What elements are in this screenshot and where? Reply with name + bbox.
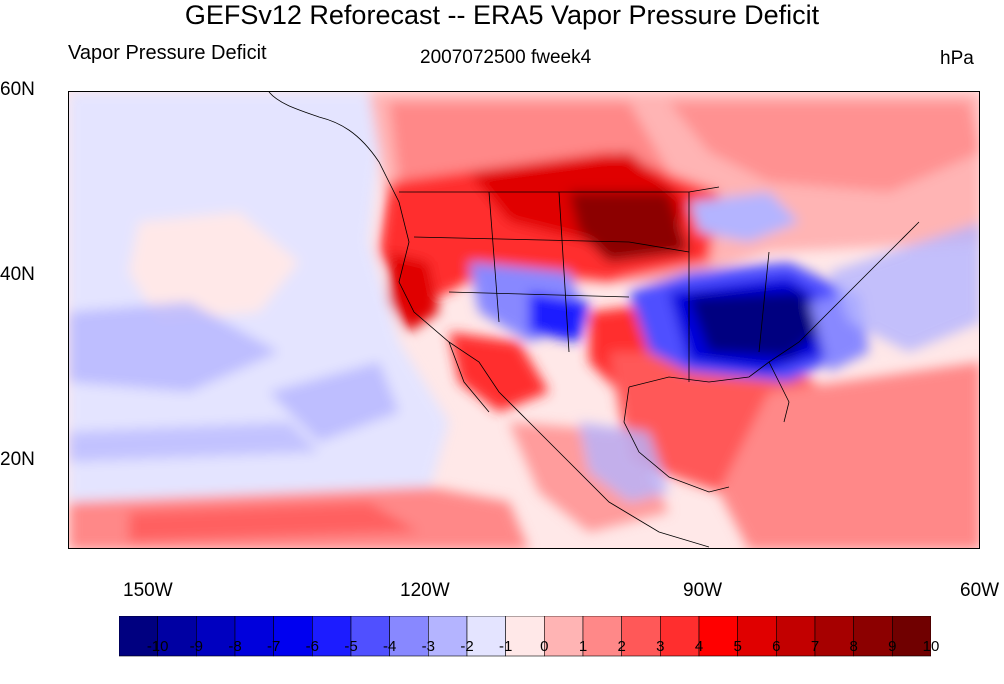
vpd-difference-map [69, 92, 979, 548]
colorbar-tick-label: 1 [578, 638, 588, 655]
colorbar-swatch [389, 616, 429, 657]
lon-label-60w: 60W [960, 580, 1000, 601]
colorbar-tick-label: 10 [922, 638, 940, 655]
lon-label-150w: 150W [123, 580, 173, 601]
colorbar-swatch [234, 616, 274, 657]
colorbar-tick-label: -1 [498, 638, 513, 655]
colorbar-swatch [892, 616, 931, 657]
colorbar-tick-label: 6 [772, 638, 781, 655]
colorbar-tick-label: 4 [694, 638, 704, 655]
colorbar-swatch [350, 616, 390, 657]
colorbar-swatch [814, 616, 854, 657]
colorbar-tick-label: -3 [421, 638, 435, 655]
lat-label-20n: 20N [0, 449, 35, 470]
colorbar-tick-label: -6 [305, 638, 319, 655]
colorbar-tick-label: 5 [733, 638, 742, 655]
lon-label-120w: 120W [400, 580, 450, 601]
lat-label-60n: 60N [0, 79, 35, 100]
colorbar-swatch [776, 616, 816, 657]
coastlines [268, 92, 920, 548]
colorbar-swatch [312, 616, 352, 657]
colorbar [119, 616, 931, 657]
colorbar-swatch [428, 616, 468, 657]
colorbar-swatch [853, 616, 893, 657]
lon-label-90w: 90W [683, 580, 723, 601]
lat-label-40n: 40N [0, 264, 35, 285]
colorbar-tick-label: 8 [849, 638, 858, 655]
map-panel [68, 91, 980, 549]
colorbar-tick-label: 3 [656, 638, 665, 655]
colorbar-tick-label: -2 [460, 638, 474, 655]
colorbar-swatch [660, 616, 700, 657]
colorbar-tick-label: -10 [146, 638, 169, 655]
colorbar-tick-label: -4 [382, 638, 397, 655]
colorbar-swatch [698, 616, 738, 657]
colorbar-tick-label: -7 [266, 638, 281, 655]
date-label: 2007072500 fweek4 [420, 47, 592, 68]
colorbar-tick-label: 9 [888, 638, 897, 655]
colorbar-swatch [196, 616, 236, 657]
colorbar-tick-label: -5 [344, 638, 358, 655]
plot-title: GEFSv12 Reforecast -- ERA5 Vapor Pressur… [184, 0, 820, 30]
colorbar-tick-label: 2 [617, 638, 626, 655]
units-label: hPa [940, 48, 974, 69]
colorbar-swatch [582, 616, 622, 657]
colorbar-tick-label: -8 [228, 638, 242, 655]
colorbar-swatch [466, 616, 506, 657]
colorbar-swatch [157, 616, 197, 657]
variable-label: Vapor Pressure Deficit [68, 42, 267, 64]
colorbar-tick-label: -9 [189, 638, 203, 655]
colorbar-swatch [544, 616, 584, 657]
colorbar-tick-label: 7 [810, 638, 820, 655]
colorbar-swatch [273, 616, 313, 657]
colorbar-tick-label: 0 [540, 638, 549, 655]
colorbar-swatch [737, 616, 777, 657]
colorbar-swatch [621, 616, 661, 657]
